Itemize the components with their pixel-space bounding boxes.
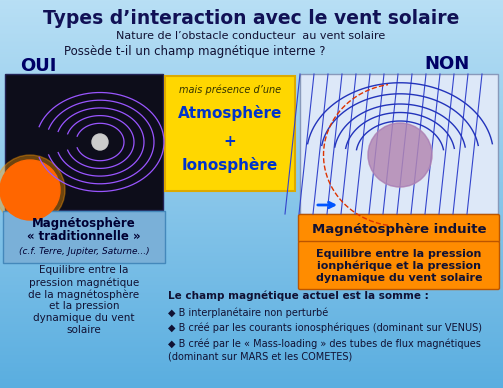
Text: Types d’interaction avec le vent solaire: Types d’interaction avec le vent solaire [43, 9, 459, 28]
Text: Possède t-il un champ magnétique interne ?: Possède t-il un champ magnétique interne… [64, 45, 326, 59]
Text: ◆ B créé par les courants ionosphériques (dominant sur VENUS): ◆ B créé par les courants ionosphériques… [168, 323, 482, 333]
Text: Ionosphère: Ionosphère [182, 157, 278, 173]
Text: mais présence d’une: mais présence d’une [179, 85, 281, 95]
Text: +: + [224, 133, 236, 149]
FancyBboxPatch shape [298, 241, 499, 289]
Circle shape [368, 123, 432, 187]
Text: OUI: OUI [20, 57, 56, 75]
Text: ◆ B créé par le « Mass-loading » des tubes de flux magnétiques (dominant sur MAR: ◆ B créé par le « Mass-loading » des tub… [168, 339, 481, 361]
Circle shape [92, 134, 108, 150]
Circle shape [368, 123, 432, 187]
Text: Magnétosphère: Magnétosphère [32, 218, 136, 230]
Text: Nature de l’obstacle conducteur  au vent solaire: Nature de l’obstacle conducteur au vent … [116, 31, 386, 41]
Text: « traditionnelle »: « traditionnelle » [27, 230, 141, 244]
Text: Le champ magnétique actuel est la somme :: Le champ magnétique actuel est la somme … [168, 291, 429, 301]
FancyBboxPatch shape [298, 215, 499, 242]
Text: Equilibre entre la pression
ionphérique et la pression
dynamique du vent solaire: Equilibre entre la pression ionphérique … [316, 249, 482, 283]
FancyBboxPatch shape [300, 74, 498, 214]
Text: ◆ B interplanétaire non perturbé: ◆ B interplanétaire non perturbé [168, 308, 328, 318]
Circle shape [0, 160, 60, 220]
FancyBboxPatch shape [3, 211, 165, 263]
Text: NON: NON [425, 55, 470, 73]
Text: Magnétosphère induite: Magnétosphère induite [312, 222, 486, 236]
FancyBboxPatch shape [165, 76, 295, 191]
Text: (c.f. Terre, Jupiter, Saturne...): (c.f. Terre, Jupiter, Saturne...) [19, 246, 149, 256]
Text: Atmosphère: Atmosphère [178, 105, 282, 121]
FancyBboxPatch shape [5, 74, 163, 210]
Text: Equilibre entre la
pression magnétique
de la magnétosphère
et la pression
dynami: Equilibre entre la pression magnétique d… [29, 265, 139, 334]
Circle shape [0, 155, 65, 225]
